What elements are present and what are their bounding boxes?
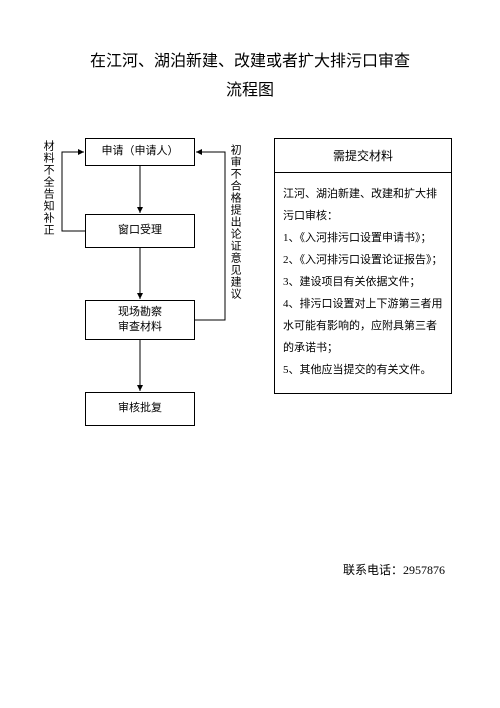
title-line-2: 流程图 — [0, 77, 500, 106]
contact-value: 2957876 — [403, 563, 445, 577]
node-approve: 审核批复 — [85, 392, 195, 426]
node-window: 窗口受理 — [85, 214, 195, 248]
node-approve-label: 审核批复 — [118, 401, 162, 416]
materials-header: 需提交材料 — [275, 139, 451, 173]
node-inspect: 现场勘察 审查材料 — [85, 300, 195, 340]
contact-label: 联系电话： — [343, 563, 403, 577]
materials-item: 3、建设项目有关依据文件； — [283, 271, 443, 293]
title-line-1: 在江河、湖泊新建、改建或者扩大排污口审查 — [0, 48, 500, 77]
materials-body: 江河、湖泊新建、改建和扩大排污口审核： 1、《入河排污口设置申请书》； 2、《入… — [275, 173, 451, 393]
materials-item: 1、《入河排污口设置申请书》； — [283, 227, 443, 249]
contact-line: 联系电话：2957876 — [343, 561, 445, 578]
left-feedback-label: 材料不全告知补正 — [42, 140, 54, 236]
materials-intro: 江河、湖泊新建、改建和扩大排污口审核： — [283, 183, 443, 227]
node-inspect-label: 现场勘察 审查材料 — [118, 305, 162, 336]
page-title: 在江河、湖泊新建、改建或者扩大排污口审查 流程图 — [0, 0, 500, 106]
materials-item: 5、其他应当提交的有关文件。 — [283, 359, 443, 381]
materials-item: 4、排污口设置对上下游第三者用水可能有影响的，应附具第三者的承诺书； — [283, 293, 443, 359]
node-apply: 申请（申请人） — [85, 138, 195, 166]
right-feedback-label: 初审不合格提出论证意见建议 — [229, 144, 241, 300]
materials-panel: 需提交材料 江河、湖泊新建、改建和扩大排污口审核： 1、《入河排污口设置申请书》… — [274, 138, 452, 394]
materials-item: 2、《入河排污口设置论证报告》； — [283, 249, 443, 271]
node-apply-label: 申请（申请人） — [102, 144, 179, 159]
node-window-label: 窗口受理 — [118, 223, 162, 238]
flowchart-area: 申请（申请人） 窗口受理 现场勘察 审查材料 审核批复 材料不全告知补正 初审不… — [0, 130, 250, 510]
